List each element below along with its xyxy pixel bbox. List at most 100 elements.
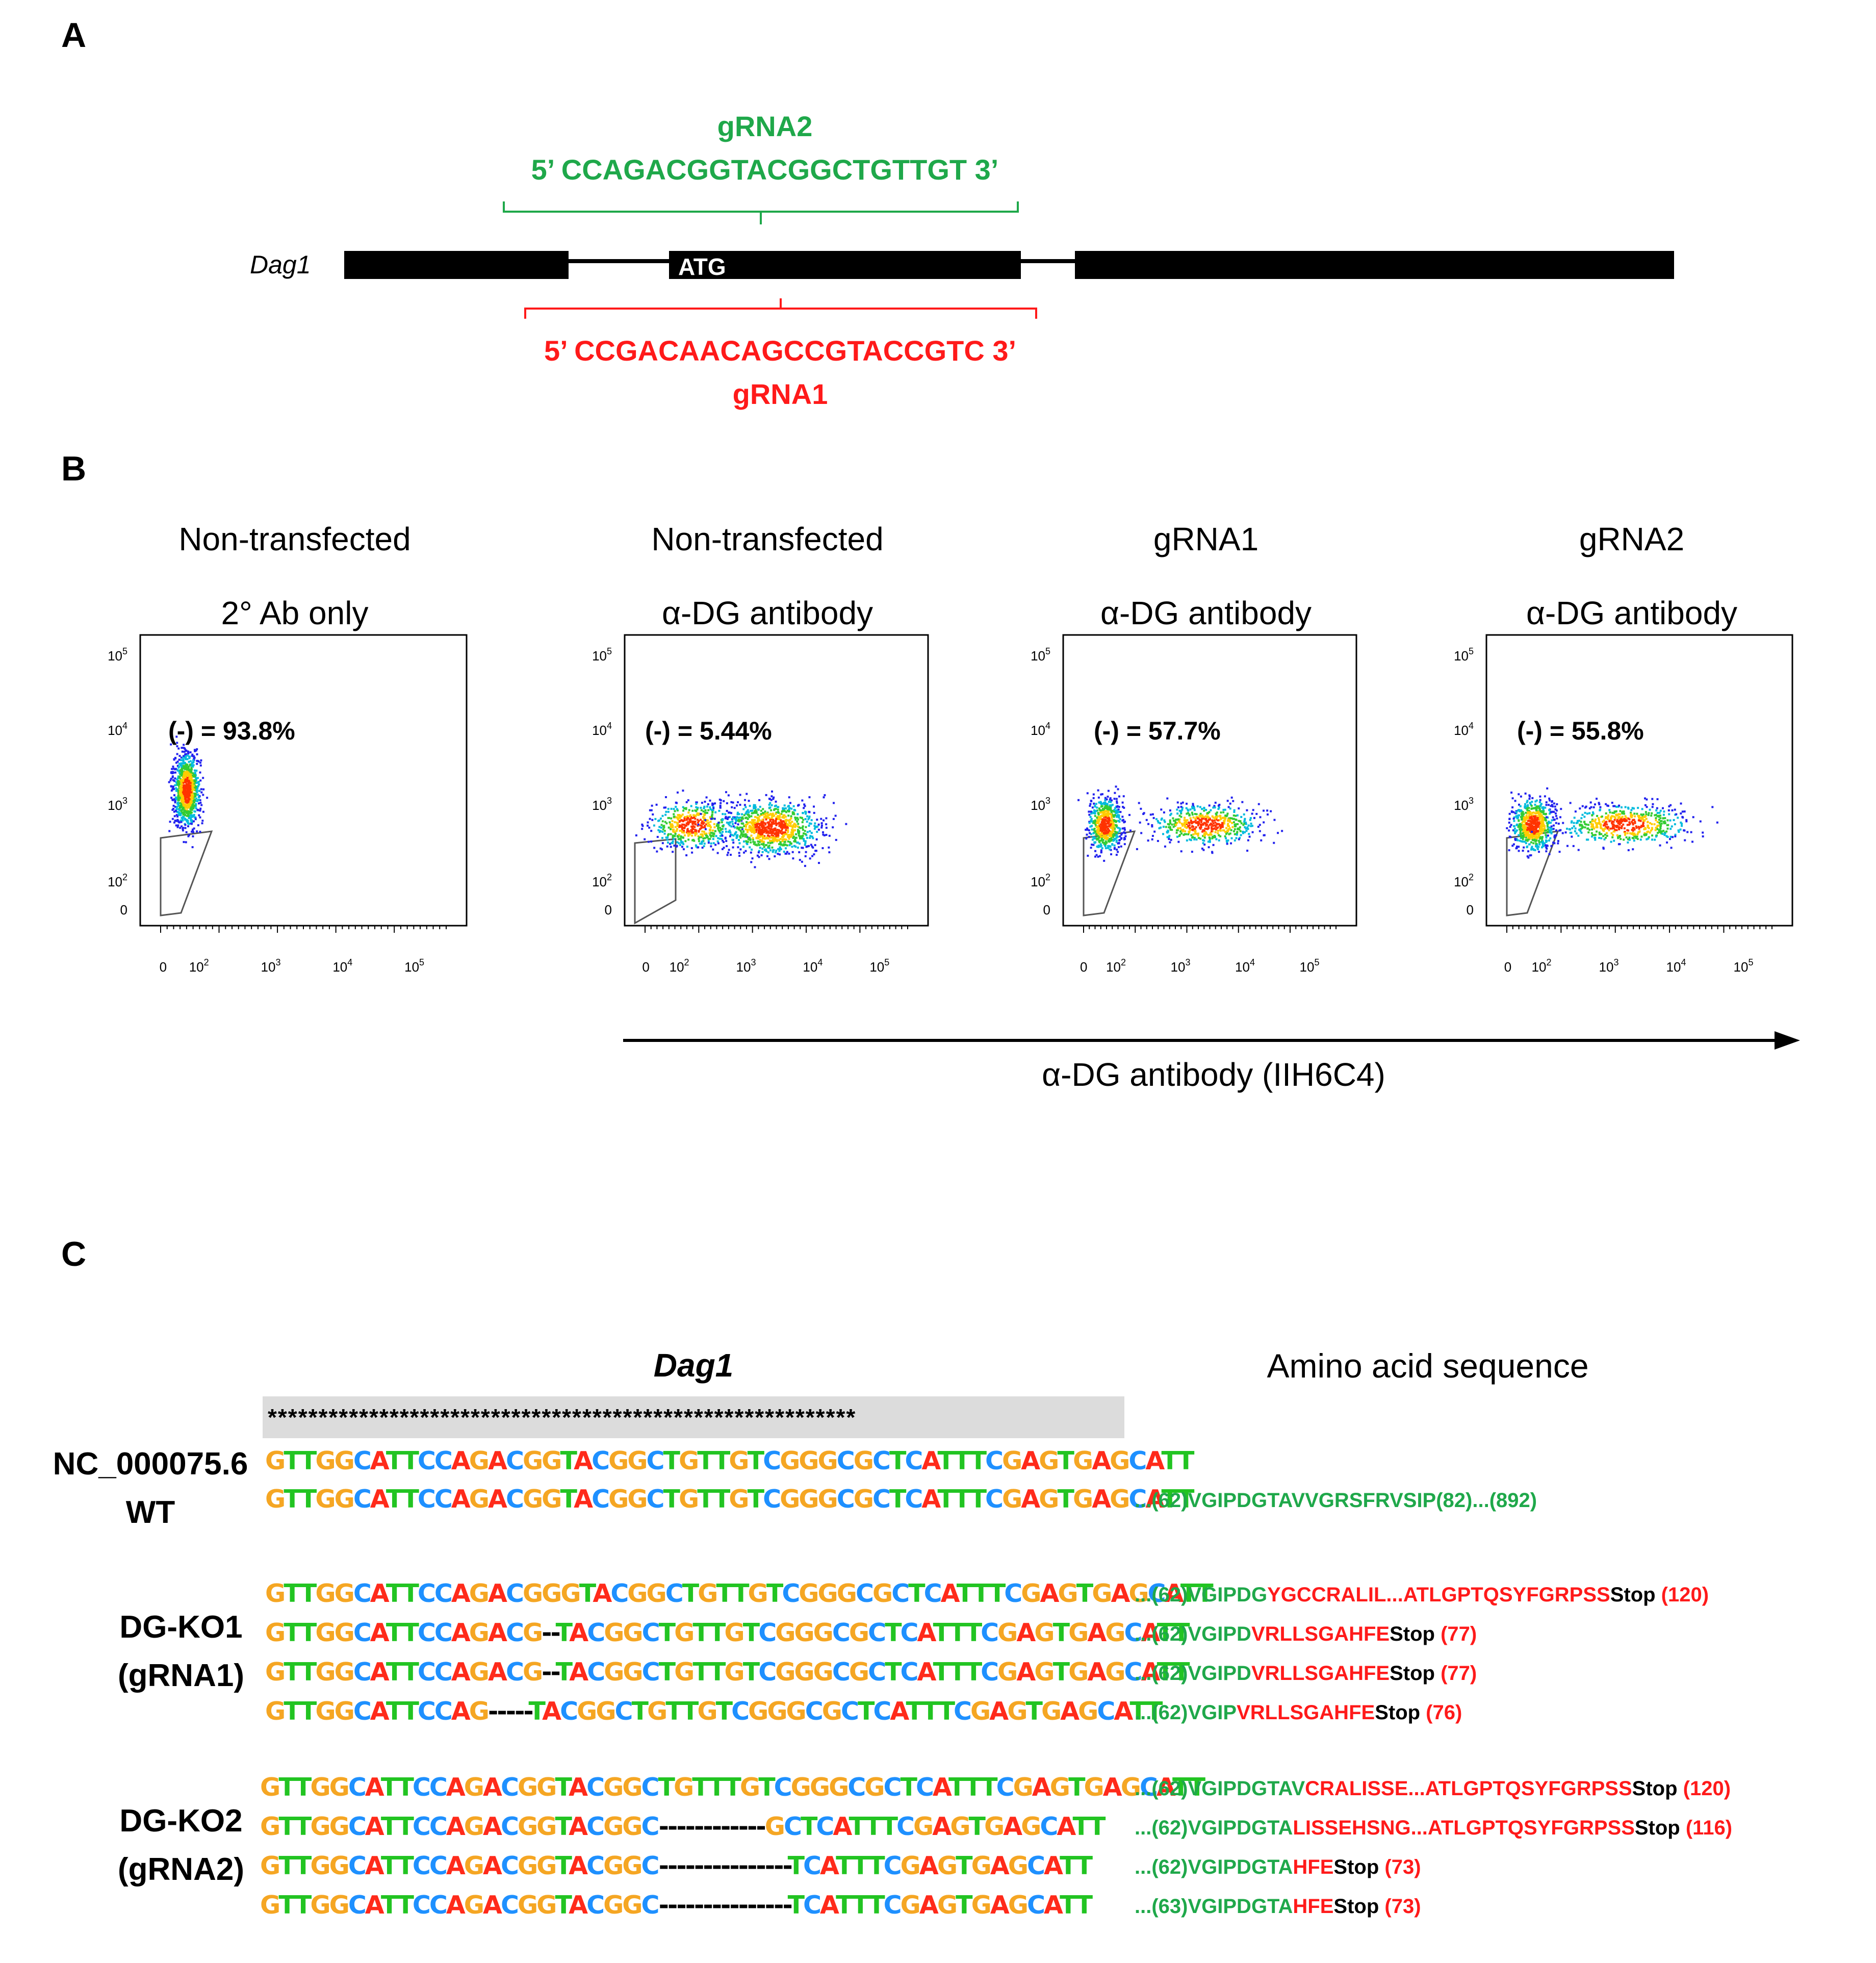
panel-c-label: C (61, 1235, 87, 1273)
y-tick-label: 103 (592, 796, 612, 813)
y-tick-label: 104 (1031, 721, 1050, 738)
flow-cytometry-plots: 0 102 103 104 105 0 102 103 104 105 (-) = 93.8% 0 10… (108, 634, 1793, 975)
x-tick-label: 0 (1504, 959, 1511, 975)
y-tick-label: 105 (1454, 646, 1474, 664)
amino-acid-title: Amino acid sequence (1267, 1347, 1589, 1385)
sample-sublabel-3: (gRNA2) (118, 1852, 244, 1887)
gate-polygon (634, 838, 677, 925)
atg-label: ATG (678, 253, 726, 280)
amino-acid-row: ...(63)VGIPDGTAHFEStop (73) (1135, 1895, 1421, 1918)
consensus-bar (263, 1396, 1124, 1438)
amino-acid-row: ...(62)VGIPDVRLLSGAHFEStop (77) (1135, 1662, 1477, 1685)
y-tick-label: 102 (1031, 872, 1050, 889)
x-tick-label: 102 (670, 957, 689, 975)
plot-frame (624, 634, 929, 927)
y-tick-label: 104 (1454, 721, 1474, 738)
x-tick-label: 0 (642, 959, 649, 975)
y-tick-label: 104 (592, 721, 612, 738)
x-tick-label: 105 (1300, 957, 1320, 975)
x-tick-label: 0 (1080, 959, 1087, 975)
sequence-row: GTTGGCATTCCAGACGGTACGGCTGTTTGTCGGGCGCTCA… (260, 1773, 1205, 1802)
x-tick-label: 105 (404, 957, 424, 975)
y-tick-label: 102 (108, 872, 127, 889)
grna1-bracket (524, 298, 1037, 319)
flow-plot-4: 0 102 103 104 105 0 102 103 104 105 (-) = 55.8% (1454, 634, 1793, 975)
y-tick-label: 105 (1031, 646, 1050, 664)
grna1-sequence: 5’ CCGACAACAGCCGTACCGTC 3’ (544, 335, 1017, 367)
sequence-row: GTTGGCATTCCAGACG--TACGGCTGTTGTCGGGCGCTCA… (265, 1618, 1190, 1647)
sample-label-3: DG-KO2 (119, 1803, 243, 1839)
amino-acid-row: ...(62)VGIPDGTALISSEHSNG...ATLGPTQSYFGRP… (1135, 1817, 1733, 1839)
plot-title-1: Non-transfected (178, 521, 411, 557)
grna2-sequence: 5’ CCAGACGGTACGGCTGTTGT 3’ (531, 154, 999, 186)
sequence-row: GTTGGCATTCCAGACG--TACGGCTGTTGTCGGGCGCTCA… (265, 1658, 1190, 1687)
y-tick-label: 0 (1043, 902, 1050, 917)
amino-acid-row: ...(62)VGIPDGTAVCRALISSE...ATLGPTQSYFGRP… (1135, 1777, 1731, 1800)
y-tick-label: 0 (1467, 902, 1474, 917)
x-tick-label: 102 (1532, 957, 1552, 975)
gene-name: Dag1 (250, 250, 311, 279)
x-tick-label: 104 (1666, 957, 1686, 975)
y-tick-label: 103 (1031, 796, 1050, 813)
x-tick-label: 102 (189, 957, 209, 975)
grna2-name: gRNA2 (717, 110, 813, 142)
plot-subtitle-4: α-DG antibody (1526, 595, 1738, 631)
panel-b-label: B (61, 449, 87, 488)
y-tick-label: 103 (1454, 796, 1474, 813)
sequence-row: GTTGGCATTCCAGACGGTACGGCTGTTGTCGGGCGCTCAT… (265, 1485, 1195, 1514)
plot-subtitle-3: α-DG antibody (1100, 595, 1312, 631)
x-axis-arrow (623, 1031, 1800, 1050)
amino-acid-row: ...(62)VGIPVRLLSGAHFEStop (76) (1135, 1701, 1462, 1724)
plot-frame (1485, 634, 1793, 927)
plot-frame (1062, 634, 1357, 927)
plot-subtitle-2: α-DG antibody (661, 595, 873, 631)
x-axis-label: α-DG antibody (IIH6C4) (1042, 1056, 1385, 1093)
panel-a-label: A (61, 16, 87, 55)
gate-percentage-1: (-) = 93.8% (168, 717, 295, 745)
y-tick-label: 105 (108, 646, 127, 664)
sequence-row: GTTGGCATTCCAGACGGTACGGC---------------TC… (260, 1891, 1093, 1920)
sample-sublabel-1: WT (125, 1495, 175, 1530)
y-tick-label: 103 (108, 796, 127, 813)
consensus-stars: ****************************************… (268, 1404, 857, 1431)
amino-acid-row: ...(62)VGIPDVRLLSGAHFEStop (77) (1135, 1623, 1477, 1645)
grna2-bracket (503, 201, 1019, 224)
exon-1 (344, 251, 569, 279)
flow-plot-2: 0 102 103 104 105 0 102 103 104 105 (-) = 5.44% (592, 634, 929, 975)
grna1-name: gRNA1 (732, 378, 828, 410)
x-tick-label: 103 (736, 957, 756, 975)
amino-acid-row: ...(62)VGIPDGTAHFEStop (73) (1135, 1856, 1421, 1878)
x-tick-label: 103 (1599, 957, 1619, 975)
amino-acid-row: ...(62)VGIPDGYGCCRALIL...ATLGPTQSYFGRPSS… (1135, 1584, 1709, 1606)
x-tick-label: 104 (803, 957, 823, 975)
sequence-row: GTTGGCATTCCAG-----TACGGCTGTTGTCGGGCGCTCA… (265, 1697, 1163, 1726)
plot-title-2: Non-transfected (651, 521, 884, 557)
plot-title-3: gRNA1 (1153, 521, 1259, 557)
gene-diagram (344, 201, 1674, 319)
x-tick-label: 105 (869, 957, 889, 975)
x-tick-label: 103 (261, 957, 281, 975)
y-tick-label: 104 (108, 721, 127, 738)
exon-3 (1075, 251, 1674, 279)
gate-polygon (160, 830, 213, 916)
sample-sublabel-2: (gRNA1) (118, 1658, 244, 1693)
amino-acid-row: ...(62)VGIPDGTAVVGRSFRVSIP(82)...(892) (1135, 1489, 1537, 1512)
plot-subtitle-1: 2° Ab only (221, 595, 369, 631)
sequence-row: GTTGGCATTCCAGACGGTACGGC---------------TC… (260, 1851, 1093, 1880)
sequence-row: GTTGGCATTCCAGACGGTACGGCTGTTGTCGGGCGCTCAT… (265, 1446, 1195, 1475)
gate-percentage-4: (-) = 55.8% (1517, 717, 1644, 745)
y-tick-label: 105 (592, 646, 612, 664)
gate-percentage-3: (-) = 57.7% (1094, 717, 1221, 745)
y-tick-label: 0 (605, 902, 612, 917)
x-tick-label: 103 (1171, 957, 1191, 975)
sample-label-2: DG-KO1 (119, 1610, 243, 1645)
x-tick-label: 104 (1235, 957, 1255, 975)
x-tick-label: 104 (332, 957, 352, 975)
gate-percentage-2: (-) = 5.44% (645, 717, 772, 745)
y-tick-label: 0 (120, 902, 127, 917)
y-tick-label: 102 (1454, 872, 1474, 889)
x-tick-label: 105 (1734, 957, 1754, 975)
alignment-gene-title: Dag1 (653, 1347, 734, 1384)
sequence-row: GTTGGCATTCCAGACGGGTACGGCTGTTGTCGGGCGCTCA… (265, 1579, 1214, 1608)
flow-plot-1: 0 102 103 104 105 0 102 103 104 105 (-) = 93.8% (108, 634, 468, 975)
